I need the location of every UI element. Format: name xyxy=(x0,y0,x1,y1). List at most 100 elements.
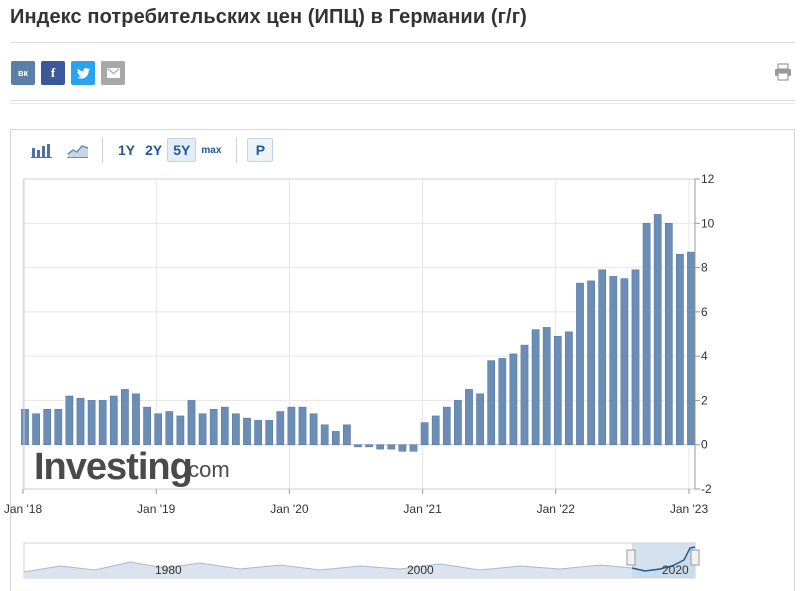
bar-2019-04[interactable] xyxy=(187,400,196,445)
y-tick-label: 4 xyxy=(701,349,708,363)
bar-2020-06[interactable] xyxy=(343,424,351,445)
navigator-left-handle[interactable] xyxy=(626,549,636,566)
bar-2018-06[interactable] xyxy=(76,397,85,445)
bar-2022-07[interactable] xyxy=(620,278,629,445)
range-2y-button[interactable]: 2Y xyxy=(145,142,163,158)
bar-2021-10[interactable] xyxy=(520,344,529,445)
bar-2020-10[interactable] xyxy=(387,444,396,450)
bar-2022-08[interactable] xyxy=(631,269,640,445)
bar-2021-05[interactable] xyxy=(465,389,473,446)
bar-2020-07[interactable] xyxy=(354,444,362,448)
bar-2018-10[interactable] xyxy=(121,389,129,446)
bar-2019-05[interactable] xyxy=(198,413,207,445)
email-share-button[interactable] xyxy=(101,61,125,85)
bar-2022-05[interactable] xyxy=(598,269,607,445)
area-chart-icon xyxy=(67,145,89,158)
share-bar: вк f xyxy=(11,61,125,85)
bar-2021-06[interactable] xyxy=(476,393,484,445)
bar-2021-07[interactable] xyxy=(487,360,496,445)
toolbar-separator xyxy=(102,137,103,163)
bar-2019-03[interactable] xyxy=(176,415,185,445)
bar-2022-03[interactable] xyxy=(576,282,584,445)
x-axis-ticks: Jan '18 Jan '19 Jan '20 Jan '21 Jan '22 Jan '… xyxy=(4,489,709,516)
bar-chart-icon xyxy=(31,144,52,158)
bar-2019-01[interactable] xyxy=(154,413,163,445)
area-chart-type-button[interactable] xyxy=(64,138,92,162)
bar-2018-02[interactable] xyxy=(32,413,40,445)
bar-2018-03[interactable] xyxy=(43,409,52,445)
print-icon[interactable] xyxy=(774,63,792,81)
bar-2018-04[interactable] xyxy=(54,409,63,445)
toolbar-separator xyxy=(236,137,238,163)
bar-2019-12[interactable] xyxy=(276,411,285,445)
bar-2018-01[interactable] xyxy=(21,409,29,445)
bar-2020-11[interactable] xyxy=(398,444,407,452)
bar-2019-09[interactable] xyxy=(243,417,251,445)
bar-2021-01[interactable] xyxy=(420,422,429,445)
bar-2022-06[interactable] xyxy=(609,276,618,445)
watermark-suffix: .com xyxy=(182,457,230,482)
range-1y-button[interactable]: 1Y xyxy=(118,142,136,158)
range-navigator[interactable]: 1980 2000 2020 xyxy=(23,542,700,579)
bar-2021-08[interactable] xyxy=(498,358,507,446)
bar-2018-12[interactable] xyxy=(143,406,151,445)
investing-watermark: Investing .com xyxy=(24,437,243,493)
y-tick-label: 6 xyxy=(701,305,708,319)
bar-2018-07[interactable] xyxy=(87,400,96,445)
bar-2021-03[interactable] xyxy=(442,406,451,445)
y-axis-ticks: -2 0 2 4 6 8 10 12 xyxy=(695,172,715,496)
x-tick-label: Jan '23 xyxy=(670,502,709,516)
bar-2019-10[interactable] xyxy=(254,420,262,446)
bar-2018-08[interactable] xyxy=(98,400,107,445)
range-5y-button[interactable]: 5Y xyxy=(167,138,197,162)
y-tick-label: 12 xyxy=(701,172,715,186)
bar-2019-02[interactable] xyxy=(165,411,174,445)
bar-2021-09[interactable] xyxy=(509,353,518,445)
bar-2022-12[interactable] xyxy=(676,254,684,445)
vk-icon: вк xyxy=(17,68,29,78)
bar-2022-09[interactable] xyxy=(642,223,651,445)
bar-2023-01[interactable] xyxy=(687,251,695,445)
bar-2021-02[interactable] xyxy=(431,415,440,445)
bar-2022-01[interactable] xyxy=(553,335,562,445)
navigator-label: 1980 xyxy=(155,563,182,577)
bar-2020-03[interactable] xyxy=(309,413,318,445)
y-tick-label: 10 xyxy=(701,216,715,230)
bar-2020-01[interactable] xyxy=(287,406,296,445)
bar-2018-09[interactable] xyxy=(109,395,118,445)
bar-2022-04[interactable] xyxy=(587,280,595,446)
range-max-button[interactable]: max xyxy=(201,144,222,156)
page-title: Индекс потребительских цен (ИПЦ) в Герма… xyxy=(10,6,527,28)
y-tick-label: 8 xyxy=(701,261,708,275)
bar-chart-type-button[interactable] xyxy=(28,138,56,162)
twitter-share-button[interactable] xyxy=(71,61,95,85)
bar-2018-11[interactable] xyxy=(132,393,140,445)
navigator-right-handle[interactable] xyxy=(690,549,700,566)
bar-2020-09[interactable] xyxy=(376,444,385,450)
navigator-selected-line xyxy=(631,546,696,572)
p-button[interactable]: P xyxy=(247,138,274,162)
bar-2019-08[interactable] xyxy=(232,413,240,445)
facebook-share-button[interactable]: f xyxy=(41,61,65,85)
bar-2022-02[interactable] xyxy=(565,331,573,445)
vk-share-button[interactable]: вк xyxy=(11,61,35,85)
bar-2018-05[interactable] xyxy=(65,395,74,445)
bar-2021-11[interactable] xyxy=(531,329,540,445)
bar-2020-05[interactable] xyxy=(331,431,340,445)
bar-2019-06[interactable] xyxy=(209,409,218,445)
bar-2020-08[interactable] xyxy=(365,444,373,448)
email-icon xyxy=(106,68,120,78)
y-tick-label: -2 xyxy=(701,482,712,496)
bar-2021-04[interactable] xyxy=(454,400,462,445)
navigator-area xyxy=(24,547,695,578)
bar-2020-02[interactable] xyxy=(298,406,307,445)
bar-2020-12[interactable] xyxy=(409,444,418,452)
bar-2019-07[interactable] xyxy=(220,406,229,445)
bar-2019-11[interactable] xyxy=(265,420,274,446)
bar-2022-11[interactable] xyxy=(664,223,673,445)
bar-2021-12[interactable] xyxy=(542,327,551,446)
bar-2022-10[interactable] xyxy=(653,214,662,445)
x-tick-label: Jan '18 xyxy=(4,502,43,516)
bar-2020-04[interactable] xyxy=(320,424,329,445)
